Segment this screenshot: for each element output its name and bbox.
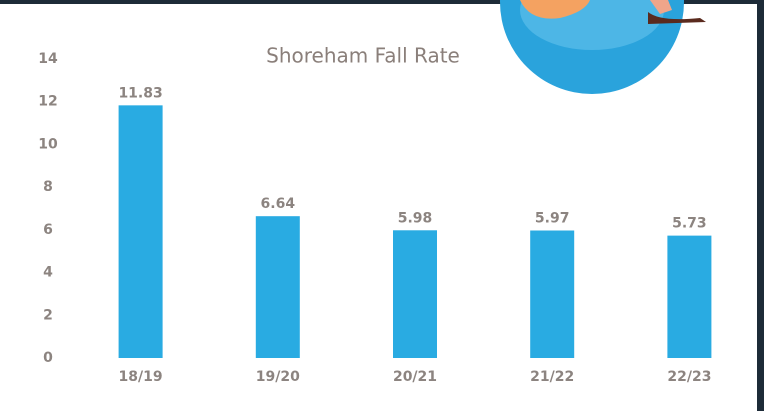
- y-tick-label: 14: [38, 51, 58, 67]
- x-tick-label: 19/20: [256, 369, 300, 385]
- y-tick-label: 6: [43, 222, 53, 238]
- bar: [667, 236, 711, 358]
- y-tick-label: 4: [43, 265, 53, 281]
- value-label: 11.83: [118, 85, 162, 101]
- bar: [530, 230, 574, 358]
- y-tick-label: 2: [43, 307, 53, 323]
- bar: [393, 230, 437, 358]
- y-tick-label: 12: [38, 94, 57, 110]
- bar: [256, 216, 300, 358]
- x-tick-label: 22/23: [667, 369, 711, 385]
- value-label: 5.73: [672, 216, 707, 232]
- y-tick-label: 10: [38, 136, 58, 152]
- x-tick-label: 21/22: [530, 369, 574, 385]
- frame-right: [757, 0, 764, 411]
- value-label: 6.64: [261, 196, 296, 212]
- chart: Shoreham Fall Rate 0 2 4 6 8 10 12 14 18/19 11.83…: [0, 0, 764, 411]
- y-tick-label: 0: [43, 350, 53, 366]
- chart-title: Shoreham Fall Rate: [266, 44, 460, 68]
- x-tick-label: 20/21: [393, 369, 437, 385]
- value-label: 5.98: [398, 210, 433, 226]
- y-tick-label: 8: [43, 179, 53, 195]
- bar: [119, 105, 163, 358]
- x-tick-label: 18/19: [119, 369, 163, 385]
- value-label: 5.97: [535, 210, 570, 226]
